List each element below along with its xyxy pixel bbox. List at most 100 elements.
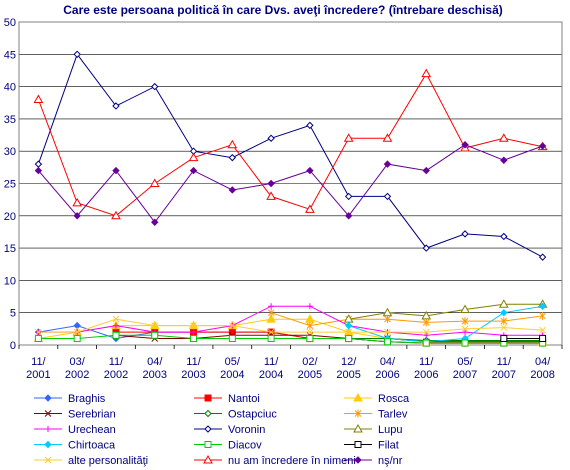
- x-tick-label: 2003: [181, 369, 205, 381]
- series-line: [37, 72, 543, 217]
- x-tick-label: 2003: [143, 369, 167, 381]
- data-point: [538, 302, 547, 310]
- data-point: [343, 133, 354, 142]
- data-point: [500, 324, 508, 331]
- legend-swatch-marker: [44, 394, 52, 402]
- legend-item: Voronin: [194, 424, 265, 436]
- legend-swatch-marker: [204, 425, 212, 433]
- data-point: [460, 304, 470, 313]
- data-point: [267, 134, 275, 142]
- legend-swatch-marker: [204, 394, 212, 402]
- y-tick-label: 45: [4, 49, 16, 61]
- data-point: [500, 335, 508, 343]
- legend-item: Lupu: [344, 423, 402, 436]
- legend-label: nş/nr: [378, 455, 403, 467]
- data-point: [190, 322, 197, 329]
- data-point: [228, 186, 237, 194]
- data-point: [422, 244, 430, 252]
- x-tick-label: 05/: [457, 356, 473, 368]
- data-point: [423, 332, 430, 339]
- legend-item: Braghis: [34, 393, 106, 405]
- data-point: [188, 152, 199, 162]
- data-point: [228, 335, 236, 343]
- x-tick-label: 2004: [259, 369, 283, 381]
- legend-item: Filat: [344, 440, 399, 452]
- legend-label: Voronin: [228, 424, 265, 436]
- x-tick-label: 11/: [497, 356, 512, 368]
- x-tick-label: 12/: [341, 356, 357, 368]
- legend-label: Tarlev: [378, 409, 408, 421]
- legend-swatch-marker: [204, 409, 212, 418]
- series: [35, 315, 546, 336]
- data-point: [73, 212, 81, 220]
- data-point: [306, 328, 314, 336]
- data-point: [422, 318, 430, 327]
- legend: Braghis Nantoi Rosca Serebrian Ostapciuc Tarl…: [34, 392, 410, 467]
- x-tick-label: 04/: [380, 356, 396, 368]
- x-tick-label: 2007: [492, 369, 516, 381]
- legend-swatch-marker: [354, 456, 362, 464]
- series-line: [38, 318, 543, 333]
- data-point: [344, 192, 353, 201]
- legend-swatch-marker: [353, 392, 363, 402]
- legend-swatch-marker: [353, 423, 363, 433]
- data-point: [306, 303, 313, 310]
- x-tick-label: 02/: [302, 356, 318, 368]
- legend-label: Serebrian: [68, 409, 116, 421]
- x-tick-label: 11/: [264, 356, 279, 368]
- data-point: [500, 232, 508, 241]
- data-point: [266, 314, 276, 323]
- series-line: [38, 144, 543, 224]
- data-point: [151, 82, 159, 91]
- data-point: [384, 315, 391, 324]
- data-point: [305, 314, 315, 323]
- data-point: [461, 141, 469, 149]
- data-point: [421, 68, 432, 78]
- data-point: [268, 303, 275, 310]
- data-point: [461, 317, 469, 326]
- data-point: [539, 335, 547, 343]
- series: [343, 299, 548, 323]
- data-point: [498, 133, 509, 142]
- y-tick-label: 25: [4, 179, 16, 191]
- data-point: [34, 335, 42, 343]
- legend-item: Serebrian: [34, 409, 116, 421]
- data-point: [539, 326, 546, 334]
- data-point: [189, 166, 198, 175]
- series-line: [270, 312, 543, 327]
- legend-swatch-marker: [45, 426, 51, 432]
- data-point: [500, 317, 508, 326]
- series-line: [38, 334, 543, 344]
- series-line: [37, 53, 543, 258]
- data-point: [345, 335, 353, 343]
- data-point: [151, 218, 159, 226]
- legend-label: Chirtoaca: [68, 440, 116, 452]
- series-line: [115, 334, 543, 343]
- plot-area: 0510152025303540455011/200103/200211/200…: [4, 17, 563, 381]
- series: [34, 141, 547, 226]
- data-point: [384, 328, 391, 336]
- y-tick-label: 20: [4, 211, 16, 223]
- legend-item: nş/nr: [344, 455, 403, 467]
- legend-swatch-marker: [44, 456, 52, 464]
- data-point: [500, 308, 508, 317]
- chart-title: Care este persoana politică în care Dvs.…: [63, 3, 503, 17]
- data-point: [190, 329, 197, 336]
- x-tick-label: 05/: [225, 356, 241, 368]
- legend-label: Filat: [378, 440, 399, 452]
- legend-swatch-marker: [354, 441, 362, 448]
- legend-label: Rosca: [378, 393, 410, 405]
- data-point: [538, 142, 547, 150]
- data-point: [73, 335, 81, 343]
- data-point: [344, 212, 353, 220]
- data-point: [306, 121, 314, 130]
- data-point: [538, 253, 547, 261]
- data-point: [498, 299, 509, 308]
- legend-item: nu am încredere în nimeni: [194, 454, 356, 467]
- series-line: [348, 305, 543, 343]
- y-tick-label: 10: [4, 275, 16, 287]
- legend-item: Chirtoaca: [34, 440, 116, 452]
- data-point: [112, 315, 120, 323]
- data-point: [227, 139, 238, 149]
- data-point: [344, 321, 353, 330]
